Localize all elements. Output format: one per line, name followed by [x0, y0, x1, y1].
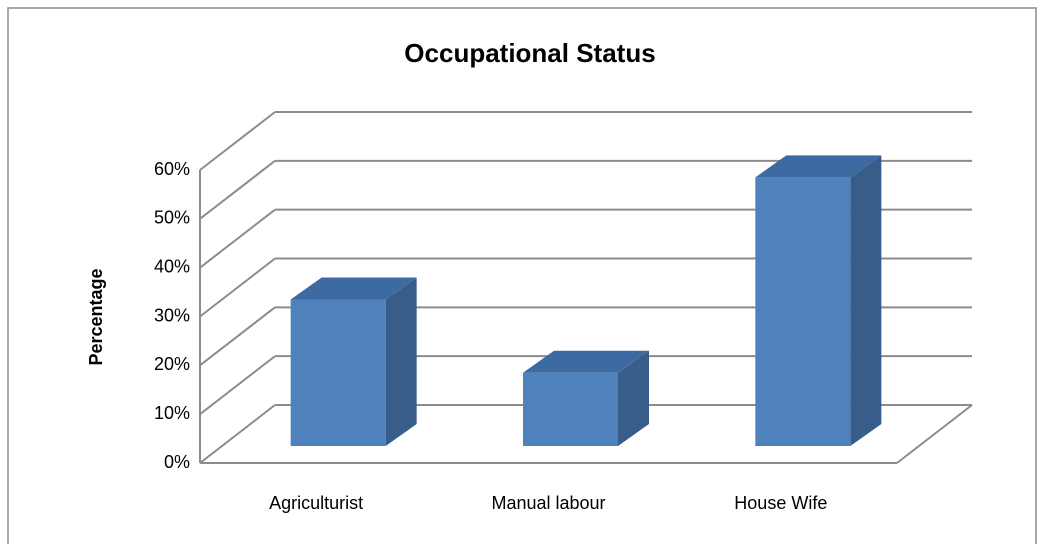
chart-title: Occupational Status	[404, 38, 655, 68]
bar-side	[618, 350, 649, 446]
x-tick-label: House Wife	[734, 493, 827, 513]
x-tick-label: Agriculturist	[269, 493, 363, 513]
y-tick-label: 10%	[154, 403, 190, 423]
bar-top	[523, 350, 649, 373]
bar	[755, 177, 851, 446]
y-axis-label: Percentage	[86, 268, 106, 365]
bar-top	[755, 155, 882, 178]
floor-edge	[896, 404, 973, 464]
y-tick-label: 0%	[164, 452, 190, 472]
y-tick-label: 50%	[154, 208, 190, 228]
bar-side	[850, 155, 882, 446]
grid-line	[199, 257, 276, 318]
x-tick-label: Manual labour	[491, 493, 605, 513]
grid-line	[199, 111, 276, 171]
bar-side	[385, 277, 417, 446]
grid-line	[199, 306, 276, 367]
y-tick-label: 20%	[154, 354, 190, 374]
bar	[290, 299, 386, 446]
y-tick-label: 40%	[154, 256, 190, 276]
grid-line	[199, 355, 276, 415]
y-tick-label: 30%	[154, 305, 190, 325]
grid-line	[199, 404, 276, 464]
y-tick-label: 60%	[154, 159, 190, 179]
grid-line	[199, 160, 276, 220]
bar-top	[290, 277, 417, 300]
bar	[523, 372, 618, 446]
grid-line	[199, 208, 276, 269]
